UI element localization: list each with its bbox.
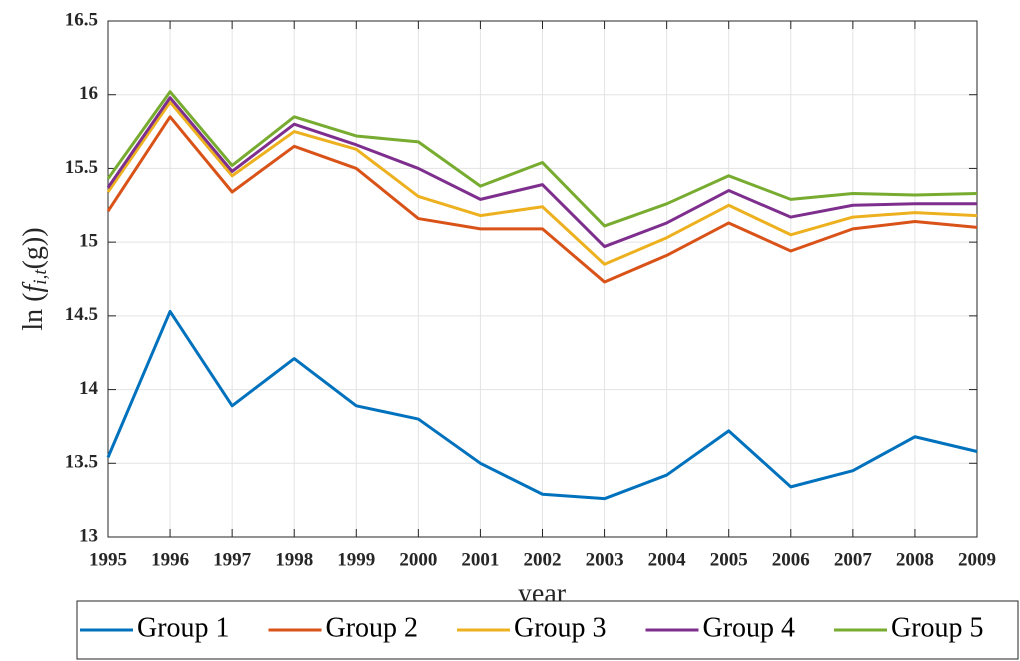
plot-frame <box>107 20 978 538</box>
legend-label: Group 1 <box>137 612 230 643</box>
y-tick-label: 15.5 <box>65 157 98 178</box>
legend-label: Group 5 <box>891 612 984 643</box>
y-tick-label: 14.5 <box>65 304 98 325</box>
series-line <box>106 115 978 284</box>
x-tick-label: 1997 <box>213 549 252 570</box>
legend-label: Group 3 <box>514 612 607 643</box>
x-tick-label: 2001 <box>461 549 499 570</box>
series-line <box>106 309 978 501</box>
x-tick-label: 2005 <box>710 549 748 570</box>
y-tick-label: 13 <box>79 525 98 546</box>
x-tick-label: 1999 <box>337 549 375 570</box>
x-tick-label: 1998 <box>275 549 313 570</box>
legend-label: Group 2 <box>326 612 419 643</box>
x-tick-label: 1995 <box>89 549 127 570</box>
y-label-prefix: ln ( <box>18 292 49 330</box>
legend-label: Group 4 <box>703 612 796 643</box>
y-tick-label: 13.5 <box>65 452 98 473</box>
y-label-f: f <box>18 281 49 292</box>
y-tick-label: 16 <box>79 83 98 104</box>
y-tick-label: 15 <box>79 231 98 252</box>
x-tick-label: 2004 <box>648 549 687 570</box>
x-tick-label: 2008 <box>896 549 934 570</box>
series-line <box>106 100 978 266</box>
x-tick-label: 2000 <box>399 549 437 570</box>
x-tick-label: 2002 <box>524 549 562 570</box>
y-tick-label: 14 <box>79 378 99 399</box>
x-tick-label: 2006 <box>772 549 810 570</box>
y-label-sub: i,t <box>30 269 51 285</box>
y-tick-label: 16.5 <box>65 9 98 30</box>
y-axis-label: ln (fi,t(g)) <box>18 227 51 330</box>
series-line <box>106 90 978 228</box>
x-tick-label: 1996 <box>151 549 189 570</box>
x-tick-label: 2007 <box>834 549 873 570</box>
y-label-suffix: (g)) <box>18 227 49 269</box>
x-tick-label: 2009 <box>958 549 996 570</box>
x-tick-label: 2003 <box>586 549 624 570</box>
series-line <box>106 96 977 249</box>
